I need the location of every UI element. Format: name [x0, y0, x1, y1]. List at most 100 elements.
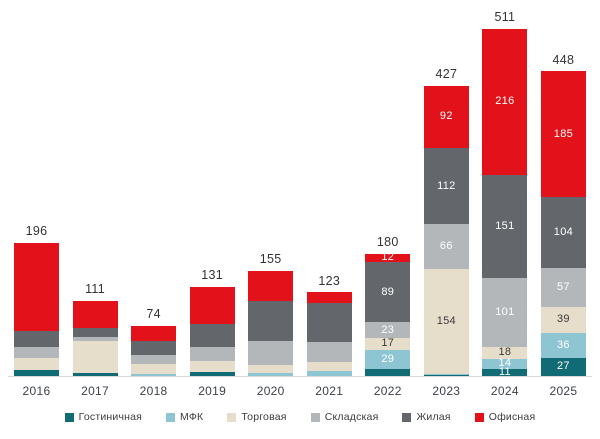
legend-label: Жилая [416, 411, 451, 423]
legend-swatch-icon [64, 412, 74, 422]
bar-total-label: 180 [376, 235, 399, 250]
segment-value-label: 36 [557, 338, 570, 351]
bar-total-label: 111 [85, 282, 105, 297]
bar-total-label: 155 [259, 252, 282, 267]
bar-segment-Гостиничная-2022 [365, 369, 411, 376]
segment-value-label: 154 [436, 315, 456, 328]
bar-column-2024: 511 11 14 18 101 151 216 [476, 11, 533, 377]
bar-segment-Складская-2018 [131, 355, 177, 364]
bar-stack-2018 [131, 325, 177, 376]
bar-segment-Торговая-2021 [306, 362, 352, 372]
bar-segment-Жилая-2025: 104 [540, 197, 586, 268]
legend-swatch-icon [474, 412, 484, 422]
bar-segment-МФК-2022: 29 [365, 349, 411, 370]
bar-segment-Торговая-2017 [72, 340, 118, 374]
bar-segment-Офисная-2016 [14, 242, 59, 331]
x-axis-label-2018: 2018 [139, 384, 168, 398]
legend-item-МФК: МФК [166, 411, 203, 423]
bar-column-2017: 111 [67, 283, 124, 376]
bar-stack-2025: 27 36 39 57 104 185 [540, 71, 586, 376]
segment-value-label: 89 [381, 285, 395, 298]
bar-segment-Гостиничная-2019 [189, 371, 235, 376]
legend: Гостиничная МФК Торговая Складская Жилая Офис… [0, 411, 600, 423]
legend-item-Жилая: Жилая [402, 411, 451, 423]
segment-value-label: 17 [381, 337, 395, 350]
segment-value-label: 39 [557, 313, 570, 326]
bar-column-2025: 448 27 36 39 57 104 185 [535, 54, 592, 376]
x-axis-label-2017: 2017 [81, 384, 109, 398]
legend-item-Гостиничная: Гостиничная [64, 411, 143, 423]
plot-area: 196 111 74 131 155 123 180 29 17 23 89 12 427 154 66 11… [8, 8, 592, 377]
x-axis-label-2022: 2022 [373, 384, 402, 398]
segment-value-label: 18 [498, 346, 512, 359]
bar-segment-Складская-2022: 23 [365, 322, 411, 338]
bar-segment-Жилая-2022: 89 [365, 261, 411, 323]
bar-segment-Жилая-2016 [14, 330, 59, 347]
bar-total-label: 74 [146, 307, 161, 322]
segment-value-label: 29 [381, 352, 395, 365]
x-axis-label-2019: 2019 [198, 384, 227, 398]
segment-value-label: 104 [553, 225, 574, 238]
bar-stack-2024: 11 14 18 101 151 216 [482, 28, 528, 377]
x-axis-label-2020: 2020 [256, 384, 285, 398]
segment-value-label: 12 [381, 251, 395, 264]
legend-swatch-icon [166, 412, 176, 422]
bar-segment-МФК-2020 [248, 373, 294, 376]
x-axis-label-2021: 2021 [315, 384, 344, 398]
bar-column-2016: 196 [8, 225, 65, 376]
bar-segment-Торговая-2025: 39 [540, 306, 586, 334]
bar-segment-Жилая-2023: 112 [423, 148, 469, 225]
legend-label: Складская [324, 411, 379, 423]
bar-column-2022: 180 29 17 23 89 12 [359, 236, 416, 376]
segment-value-label: 92 [439, 110, 453, 123]
bar-segment-Гостиничная-2017 [72, 373, 118, 376]
bar-segment-Жилая-2021 [306, 303, 352, 343]
segment-value-label: 112 [437, 179, 456, 192]
legend-item-Торговая: Торговая [227, 411, 286, 423]
bar-segment-Офисная-2025: 185 [540, 71, 586, 198]
segment-value-label: 185 [553, 127, 574, 140]
bar-segment-Торговая-2019 [189, 361, 235, 372]
bar-total-label: 123 [318, 273, 341, 288]
bar-total-label: 448 [552, 52, 575, 67]
bar-stack-2022: 29 17 23 89 12 [365, 251, 411, 376]
segment-value-label: 216 [495, 95, 515, 108]
bar-segment-Офисная-2021 [306, 292, 352, 304]
stacked-bar-chart: 196 111 74 131 155 123 180 29 17 23 89 12 427 154 66 11… [0, 8, 600, 423]
bar-stack-2020 [248, 270, 294, 376]
bar-column-2018: 74 [125, 308, 182, 376]
segment-value-label: 57 [557, 280, 570, 293]
x-axis-label-2016: 2016 [22, 384, 51, 398]
bar-segment-Складская-2025: 57 [540, 267, 586, 307]
bar-segment-Гостиничная-2024: 11 [482, 366, 528, 377]
legend-label: Торговая [241, 411, 287, 423]
bar-stack-2016 [14, 242, 59, 376]
bar-column-2020: 155 [242, 253, 299, 376]
bar-total-label: 427 [435, 67, 458, 82]
bar-segment-Жилая-2018 [131, 341, 177, 356]
x-axis-label-2025: 2025 [549, 384, 578, 398]
segment-value-label: 101 [495, 305, 515, 318]
bar-segment-Жилая-2017 [72, 327, 118, 338]
bar-segment-Жилая-2020 [248, 301, 294, 342]
bar-segment-МФК-2023 [423, 373, 469, 376]
legend-item-Складская: Складская [310, 411, 379, 423]
segment-value-label: 14 [498, 357, 512, 370]
bar-segment-Складская-2016 [14, 346, 59, 358]
bar-segment-Торговая-2018 [131, 363, 177, 374]
segment-value-label: 23 [381, 323, 395, 336]
bar-segment-Офисная-2018 [131, 325, 177, 342]
bar-stack-2019 [189, 286, 235, 376]
x-axis-labels: 2016 2017 2018 2019 2020 2021 2022 2023 2024 2025 [8, 377, 592, 398]
bar-segment-Офисная-2023: 92 [423, 85, 469, 149]
bar-segment-Складская-2019 [189, 347, 235, 362]
legend-label: Гостиничная [78, 411, 143, 423]
bar-segment-Складская-2024: 101 [482, 278, 528, 347]
bar-column-2021: 123 [301, 275, 358, 376]
bar-segment-Гостиничная-2025: 27 [540, 357, 586, 376]
legend-item-Офисная: Офисная [474, 411, 536, 423]
x-axis-label-2023: 2023 [432, 384, 461, 398]
segment-value-label: 66 [439, 240, 453, 253]
bar-segment-Гостиничная-2016 [14, 369, 59, 376]
bar-segment-Торговая-2022: 17 [365, 337, 411, 350]
